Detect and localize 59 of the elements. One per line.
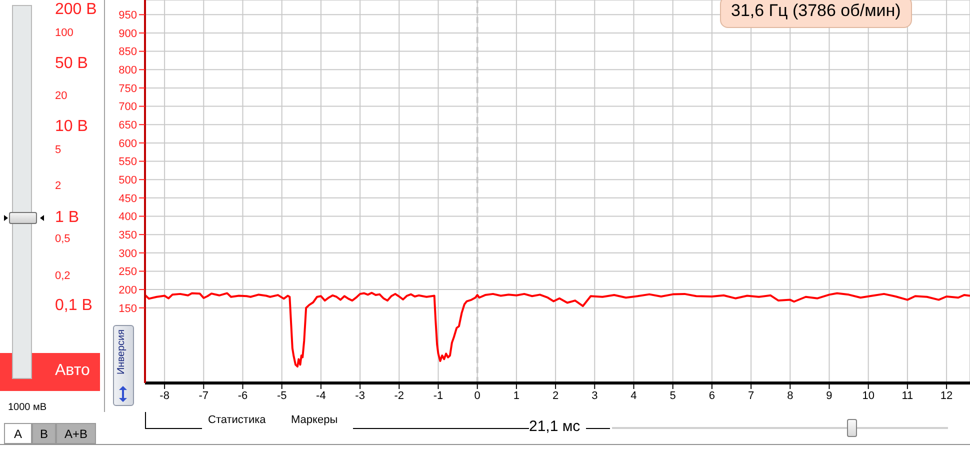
- x-tick-label: -1: [433, 390, 444, 402]
- text: 100: [55, 27, 74, 41]
- x-tick-label: 0: [474, 390, 480, 402]
- x-tick-label: 4: [630, 390, 637, 402]
- frequency-readout: 31,6 Гц (3786 об/мин): [720, 0, 912, 28]
- y-tick-label: 800: [118, 64, 137, 77]
- x-tick-label: 7: [748, 390, 754, 402]
- x-tick-label: 6: [708, 390, 716, 402]
- x-tick-label: -2: [394, 390, 404, 402]
- y-tick-label: 900: [118, 28, 137, 40]
- tab: A: [4, 423, 32, 444]
- x-tick-label: -5: [276, 390, 287, 402]
- x-tick-label: -7: [198, 390, 209, 402]
- text: 5: [55, 144, 62, 158]
- text: Статистика: [208, 414, 266, 426]
- inversion-button: Инверсия: [113, 325, 134, 406]
- x-tick-label: 11: [902, 390, 914, 402]
- y-tick-label: 450: [118, 192, 137, 205]
- x-tick-label: -3: [355, 390, 365, 402]
- y-tick-label: 750: [118, 82, 137, 95]
- x-tick-label: 3: [592, 390, 598, 402]
- text: 2: [55, 180, 62, 194]
- x-tick-label: 8: [787, 390, 794, 402]
- y-tick-label: 150: [118, 302, 137, 315]
- x-tick-label: 5: [670, 390, 676, 402]
- y-tick-label: 600: [118, 138, 137, 150]
- tab: A+B: [56, 423, 96, 444]
- text: 10 В: [55, 117, 88, 137]
- y-tick-label: 350: [118, 229, 137, 242]
- x-tick-label: 2: [552, 390, 559, 402]
- y-tick-label: 300: [118, 248, 137, 260]
- x-tick-label: -8: [160, 390, 170, 402]
- x-tick-label: -4: [316, 390, 326, 402]
- x-tick-label: 1: [513, 390, 520, 402]
- y-tick-label: 400: [118, 211, 137, 224]
- y-tick-label: 650: [118, 120, 137, 132]
- tab: B: [32, 423, 56, 444]
- y-tick-label: 700: [118, 101, 137, 114]
- text: 50 В: [55, 54, 88, 74]
- text: 0,5: [55, 233, 70, 247]
- y-tick-label: 950: [118, 10, 137, 22]
- y-tick-label: 200: [118, 284, 137, 296]
- text: 0,2: [55, 270, 70, 284]
- y-tick-label: 550: [118, 156, 137, 168]
- x-tick-label: 9: [826, 390, 832, 402]
- text: Авто: [55, 361, 90, 381]
- x-tick-label: -6: [238, 390, 248, 402]
- text: 21,1 мс: [529, 418, 580, 435]
- text: 1 В: [55, 208, 80, 228]
- text: Маркеры: [291, 414, 338, 426]
- x-tick-label: 10: [862, 390, 874, 402]
- text: 20: [55, 90, 68, 104]
- y-tick-label: 500: [118, 174, 137, 186]
- y-tick-label: 250: [118, 266, 137, 278]
- text: 0,1 В: [55, 296, 92, 316]
- text: 200 В: [55, 0, 97, 20]
- x-tick-label: 12: [940, 390, 953, 402]
- text: 1000 мВ: [8, 402, 47, 414]
- y-tick-label: 850: [118, 46, 137, 58]
